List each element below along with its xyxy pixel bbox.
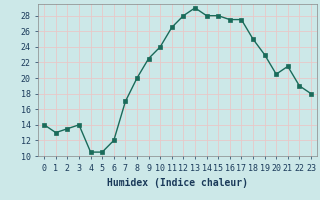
X-axis label: Humidex (Indice chaleur): Humidex (Indice chaleur) (107, 178, 248, 188)
